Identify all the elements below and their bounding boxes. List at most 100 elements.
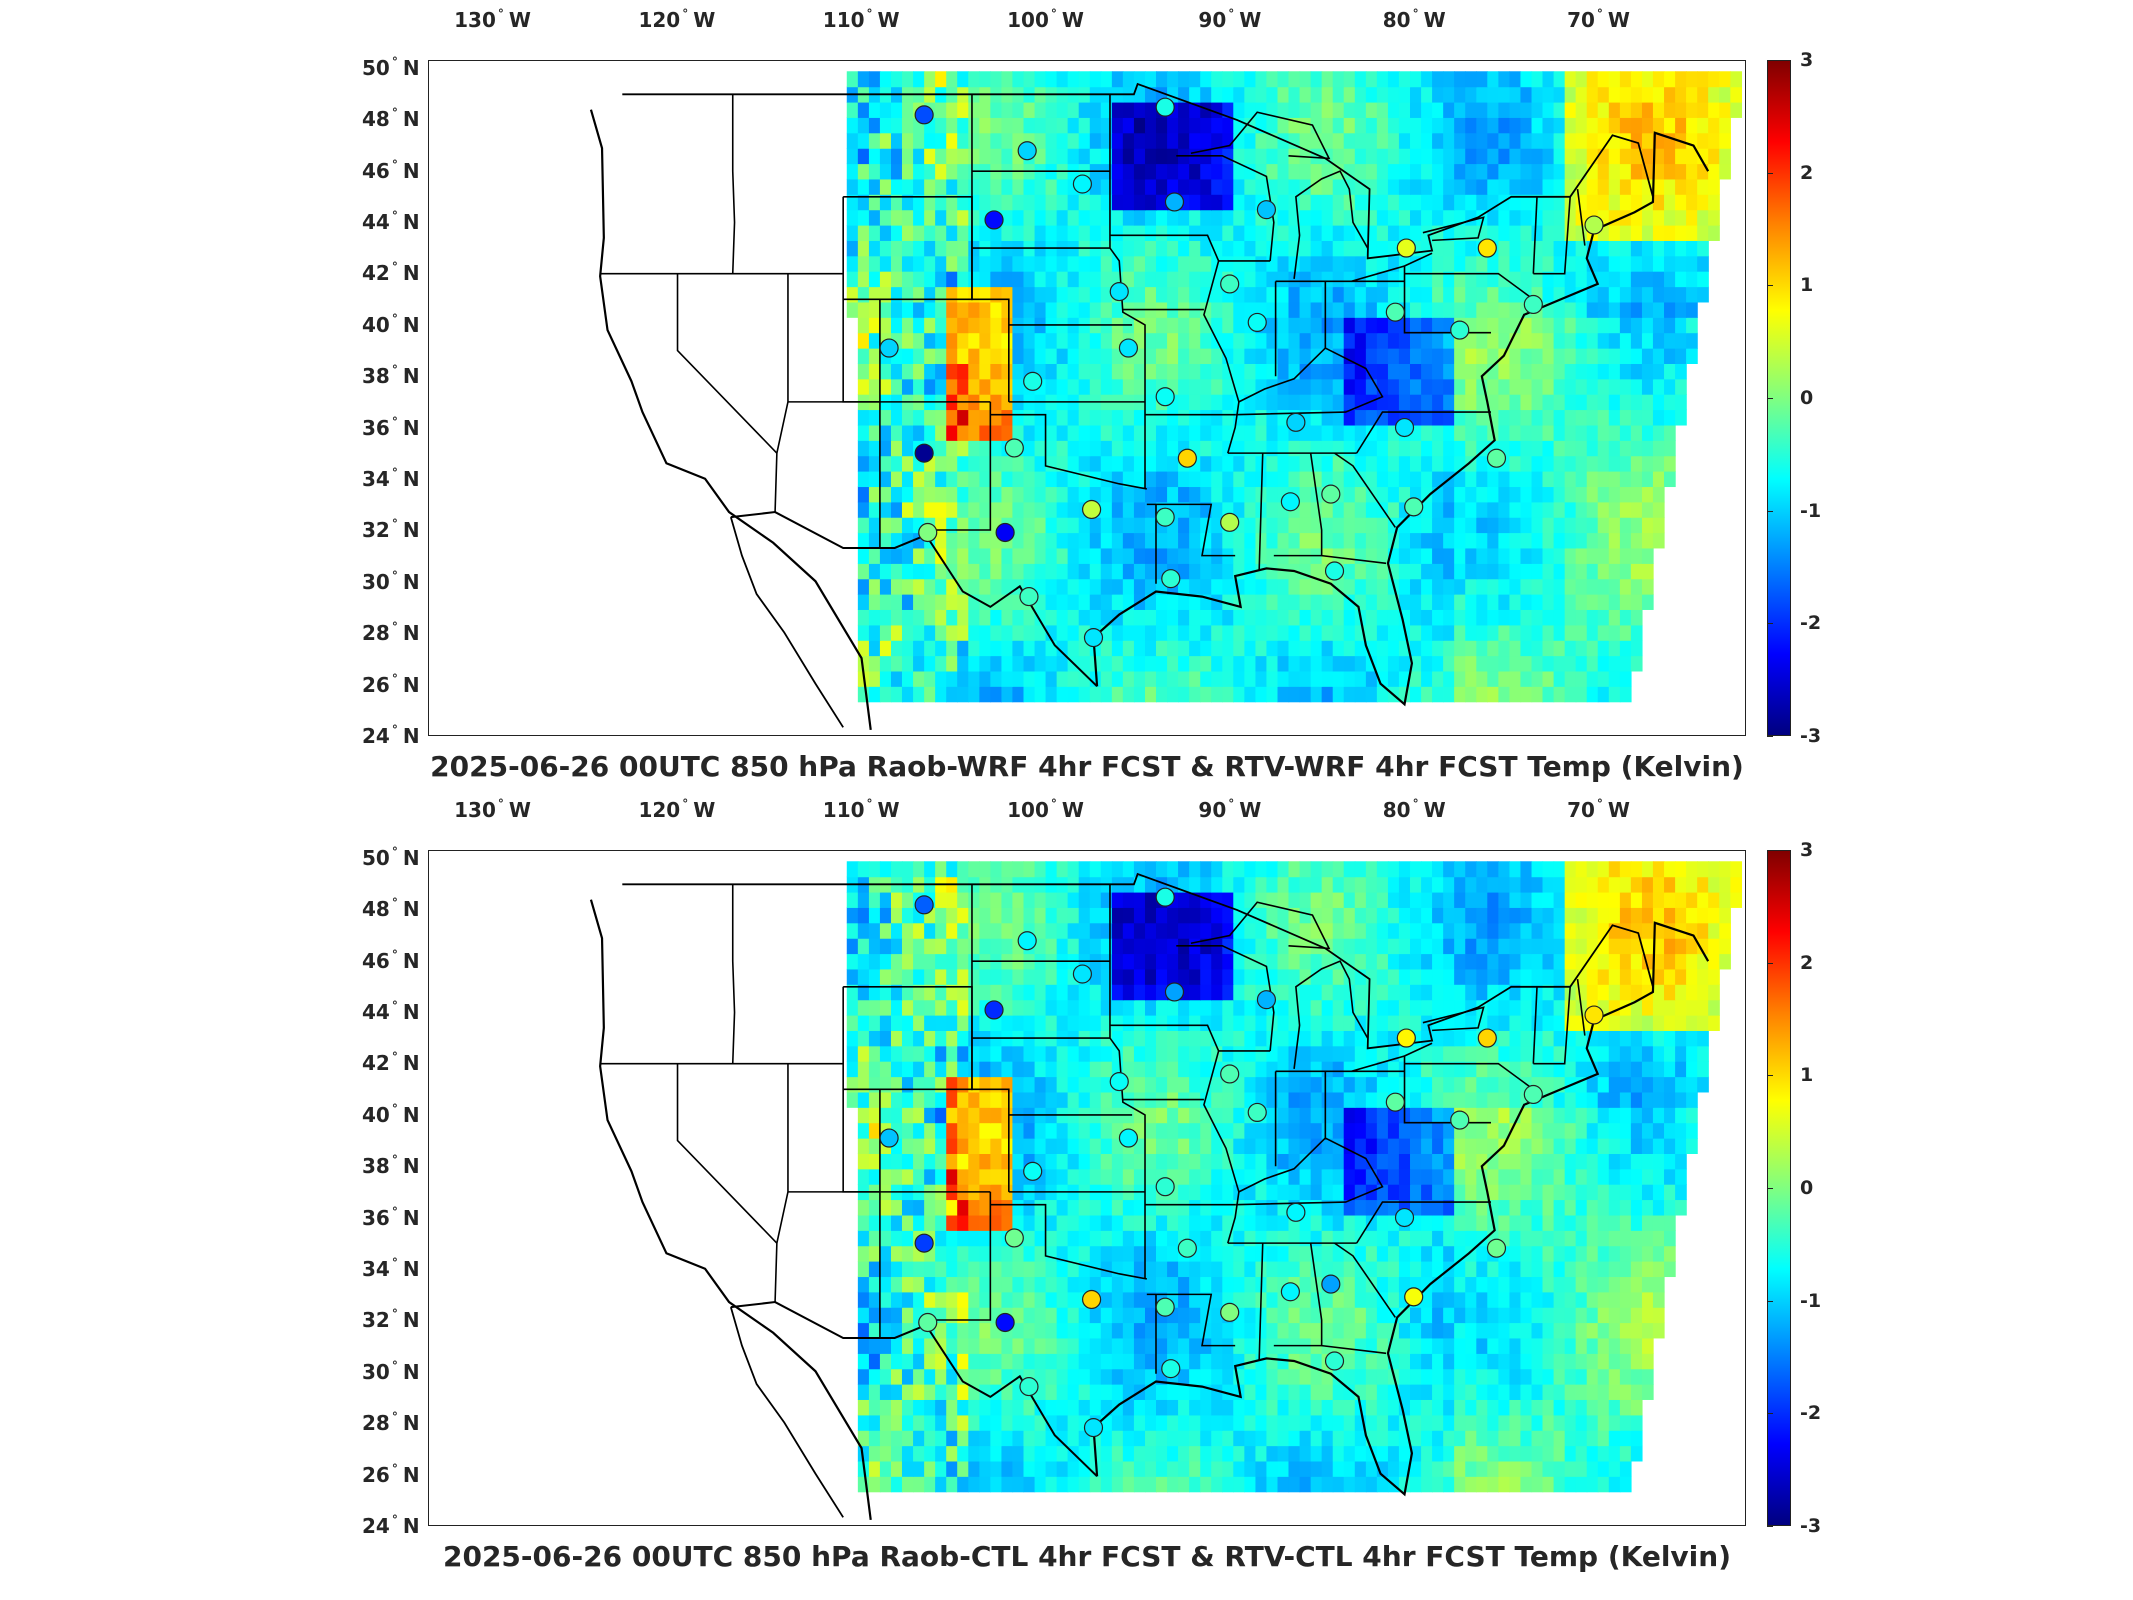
field-cell (1597, 640, 1610, 657)
field-cell (1056, 486, 1069, 503)
field-cell (868, 301, 881, 318)
field-cell (924, 1291, 936, 1308)
field-cell (1410, 117, 1422, 134)
field-cell (1078, 609, 1091, 626)
field-cell (1354, 409, 1367, 426)
field-cell (1310, 594, 1323, 610)
field-cell (1652, 317, 1665, 334)
field-cell (1597, 594, 1610, 610)
field-cell (1288, 1384, 1301, 1400)
field-cell (1697, 163, 1709, 180)
field-cell (1454, 563, 1466, 580)
field-cell (1145, 1353, 1157, 1370)
field-cell (1233, 624, 1245, 641)
field-cell (913, 594, 925, 610)
field-cell (1498, 163, 1511, 180)
field-cell (968, 1245, 980, 1262)
field-cell (1641, 547, 1654, 564)
field-cell (901, 301, 914, 318)
field-cell (1023, 1337, 1036, 1354)
field-cell (1398, 1184, 1411, 1201)
field-cell (1476, 1399, 1488, 1416)
field-cell (1255, 1199, 1268, 1216)
field-cell (1167, 317, 1179, 334)
field-cell (1178, 1307, 1190, 1324)
field-cell (1100, 532, 1113, 549)
raob-station-marker (984, 210, 1004, 230)
field-cell (1630, 455, 1643, 472)
field-cell (857, 1230, 870, 1247)
field-cell (1365, 1184, 1378, 1201)
field-cell (1542, 1353, 1555, 1370)
field-cell (1421, 563, 1433, 580)
field-cell (1443, 240, 1455, 257)
field-cell (946, 1153, 958, 1170)
field-cell (1200, 501, 1212, 518)
field-cell (1222, 317, 1234, 334)
field-cell (1553, 363, 1566, 380)
field-cell (1244, 1460, 1257, 1477)
field-cell (1619, 594, 1632, 610)
field-cell (1299, 332, 1312, 349)
field-cell (1575, 363, 1588, 380)
field-cell (1167, 670, 1179, 687)
field-cell (1376, 1276, 1389, 1293)
colorbar-tick-label: 0 (1800, 387, 1814, 409)
field-cell (1575, 71, 1588, 88)
field-cell (1100, 101, 1113, 118)
field-cell (1630, 486, 1643, 503)
field-cell (1133, 1414, 1146, 1431)
field-cell (935, 440, 947, 457)
field-cell (1354, 1276, 1367, 1293)
field-cell (1255, 1445, 1268, 1462)
field-cell (1498, 501, 1511, 518)
field-cell (1089, 1122, 1102, 1139)
field-cell (1476, 532, 1488, 549)
field-cell (1641, 1276, 1654, 1293)
field-cell (1321, 517, 1334, 534)
field-cell (1365, 686, 1378, 703)
field-cell (901, 517, 914, 534)
field-cell (1233, 1276, 1245, 1293)
field-cell (968, 1199, 980, 1216)
field-cell (901, 378, 914, 395)
field-cell (1145, 609, 1157, 626)
field-cell (1178, 517, 1190, 534)
field-cell (1553, 286, 1566, 303)
field-cell (1244, 1414, 1257, 1431)
field-cell (1597, 424, 1610, 441)
field-cell (1211, 1153, 1223, 1170)
field-cell (1189, 1414, 1201, 1431)
field-cell (1288, 609, 1301, 626)
field-cell (1597, 578, 1610, 595)
field-cell (1542, 1384, 1555, 1400)
field-cell (1443, 486, 1455, 503)
field-cell (1145, 1184, 1157, 1201)
field-cell (1719, 132, 1731, 149)
field-cell (1299, 209, 1312, 226)
field-cell (1001, 486, 1014, 503)
field-cell (1233, 1307, 1245, 1324)
field-cell (1608, 424, 1621, 441)
boundary-line (1334, 452, 1396, 528)
field-cell (1376, 286, 1389, 303)
field-cell (1520, 594, 1533, 610)
map-plot (589, 861, 1743, 1521)
field-cell (1078, 117, 1091, 134)
field-cell (1167, 348, 1179, 365)
field-cell (1597, 1476, 1610, 1493)
field-cell (1277, 1184, 1290, 1201)
field-cell (1266, 86, 1279, 103)
field-cell (879, 624, 892, 641)
field-cell (1398, 1337, 1411, 1354)
field-cell (1476, 609, 1488, 626)
field-cell (968, 286, 980, 303)
field-cell (1122, 655, 1135, 672)
field-cell (1321, 1307, 1334, 1324)
field-cell (1155, 670, 1168, 687)
field-cell (1465, 1368, 1477, 1385)
field-cell (1553, 440, 1566, 457)
field-cell (1167, 286, 1179, 303)
field-cell (1100, 670, 1113, 687)
field-cell (1023, 1245, 1036, 1262)
